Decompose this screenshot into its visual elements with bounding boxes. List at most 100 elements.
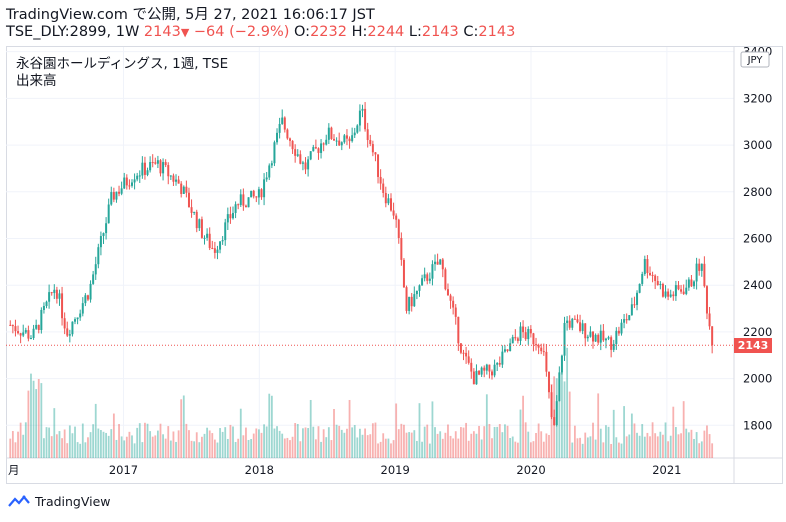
- volume-bar: [35, 389, 38, 458]
- candle-body: [457, 316, 460, 344]
- candle-body: [270, 163, 273, 166]
- volume-bar: [281, 433, 284, 458]
- y-tick-label: 2200: [743, 325, 772, 339]
- candle-body: [400, 237, 403, 260]
- candle-body: [200, 219, 203, 238]
- candle-body: [467, 356, 470, 363]
- candle-body: [485, 364, 488, 371]
- candle-body: [553, 417, 556, 426]
- candle-body: [169, 175, 172, 177]
- candle-body: [444, 269, 447, 290]
- volume-bar: [260, 432, 263, 458]
- volume-bar: [369, 434, 372, 458]
- candle-body: [263, 179, 266, 198]
- candle-body: [278, 123, 281, 133]
- footer-brand[interactable]: TradingView: [8, 494, 111, 509]
- candle-body: [61, 293, 64, 319]
- candle-body: [167, 165, 170, 177]
- candle-body: [493, 364, 496, 376]
- volume-bar: [586, 437, 589, 458]
- candle-body: [211, 247, 214, 249]
- volume-bar: [330, 440, 333, 458]
- candle-body: [589, 331, 592, 337]
- candle-body: [426, 274, 429, 281]
- volume-bar: [605, 425, 607, 458]
- volume-bar: [146, 423, 149, 458]
- candle-body: [563, 322, 566, 356]
- candle-body: [413, 294, 416, 307]
- candle-body: [146, 170, 149, 175]
- candle-body: [361, 108, 364, 111]
- candle-body: [434, 261, 437, 265]
- volume-bar: [524, 422, 527, 458]
- volume-bar: [377, 443, 379, 458]
- volume-bar: [87, 437, 89, 458]
- volume-bar: [447, 424, 449, 458]
- volume-bar: [252, 433, 255, 458]
- volume-bar: [289, 440, 291, 458]
- chart-frame: [6, 46, 783, 484]
- volume-bar: [141, 442, 144, 458]
- footer-brand-text: TradingView: [35, 494, 111, 509]
- x-tick-label: 2019: [381, 463, 410, 477]
- volume-bar: [555, 378, 558, 458]
- candle-body: [229, 214, 232, 219]
- volume-bar: [234, 441, 237, 458]
- volume-bar: [441, 438, 444, 458]
- y-tick-label: 3000: [743, 138, 772, 152]
- volume-bar: [79, 443, 82, 458]
- volume-bar: [452, 438, 455, 458]
- volume-bar: [472, 431, 475, 458]
- candle-body: [257, 189, 260, 198]
- volume-bar: [94, 403, 97, 458]
- candle-body: [369, 139, 372, 145]
- candle-body: [151, 162, 154, 164]
- candle-body: [669, 294, 672, 297]
- volume-bar: [700, 441, 703, 458]
- candle-body: [638, 283, 641, 293]
- candle-body: [677, 285, 680, 290]
- volume-bar: [291, 436, 294, 458]
- volume-bar: [566, 347, 569, 458]
- volume-bar: [128, 431, 131, 458]
- volume-bar: [366, 435, 369, 458]
- volume-bar: [136, 427, 139, 458]
- candle-body: [641, 274, 644, 284]
- candle-body: [441, 259, 444, 270]
- volume-bar: [509, 438, 512, 458]
- volume-bar: [203, 433, 206, 458]
- candle-body: [307, 159, 310, 170]
- volume-bar: [213, 439, 216, 458]
- candle-body: [462, 352, 465, 354]
- volume-bar: [428, 443, 431, 458]
- volume-bar: [387, 438, 390, 458]
- volume-bar: [682, 401, 685, 458]
- volume-bar: [76, 442, 79, 458]
- volume-bar: [434, 427, 436, 458]
- volume-bar: [335, 424, 338, 458]
- candle-body: [351, 135, 354, 142]
- volume-bar: [221, 431, 224, 458]
- candle-body: [599, 330, 602, 343]
- volume-bar: [662, 434, 664, 458]
- volume-bar: [364, 428, 366, 458]
- volume-bar: [403, 424, 405, 458]
- x-tick-label: 2020: [516, 463, 545, 477]
- candle-body: [408, 296, 411, 311]
- volume-bar: [522, 395, 524, 458]
- volume-bar: [133, 443, 136, 458]
- candle-body: [377, 154, 380, 177]
- volume-bar: [390, 443, 392, 458]
- candle-body: [348, 138, 351, 142]
- candle-body: [224, 222, 227, 241]
- candle-body: [123, 177, 126, 189]
- candle-body: [141, 162, 144, 176]
- candle-body: [55, 289, 58, 299]
- volume-bar: [164, 438, 167, 458]
- candle-body: [516, 338, 519, 341]
- volume-bar: [553, 376, 556, 458]
- candle-body: [405, 287, 408, 311]
- volume-bar: [19, 422, 22, 458]
- volume-bar: [247, 439, 250, 458]
